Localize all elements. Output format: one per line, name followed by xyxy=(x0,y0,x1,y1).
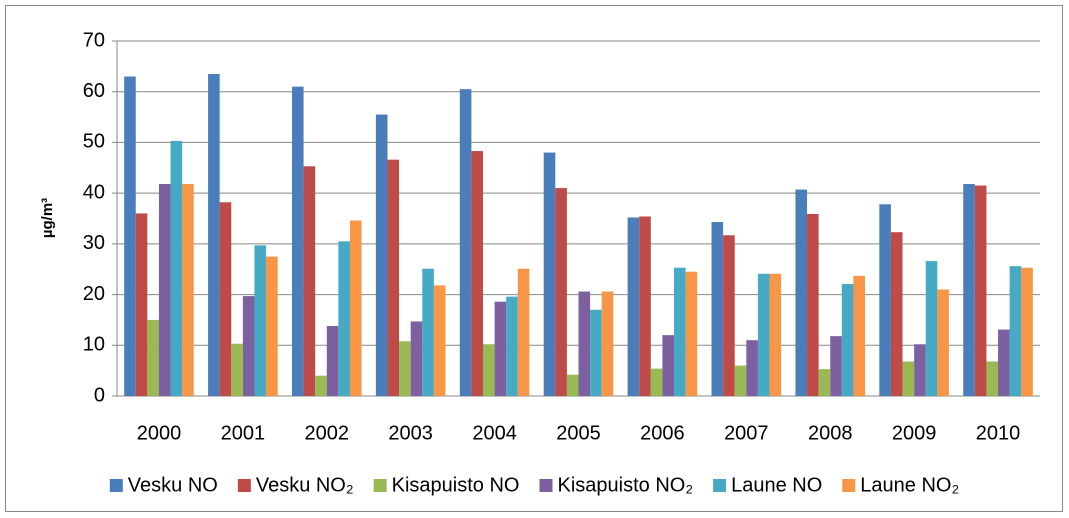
y-tick-label: 0 xyxy=(94,384,105,406)
x-tick-label: 2003 xyxy=(388,422,433,444)
bar xyxy=(182,184,194,396)
bar xyxy=(410,321,423,396)
y-tick-label: 40 xyxy=(83,181,105,203)
bar xyxy=(746,340,758,396)
bar xyxy=(506,296,518,396)
legend-label: Vesku NO₂ xyxy=(256,474,354,496)
bar xyxy=(685,271,698,396)
x-tick-label: 2005 xyxy=(556,422,601,444)
bar xyxy=(963,184,975,396)
bar xyxy=(662,335,675,396)
bar xyxy=(974,185,987,396)
bar xyxy=(1021,267,1033,396)
bar xyxy=(135,213,148,396)
bar xyxy=(807,213,819,396)
bar xyxy=(231,343,243,396)
bar xyxy=(590,309,602,396)
bar xyxy=(124,76,136,396)
x-tick-label: 2001 xyxy=(221,422,266,444)
x-tick-label: 2009 xyxy=(892,422,937,444)
bar xyxy=(555,188,567,396)
x-tick-label: 2006 xyxy=(640,422,685,444)
legend-swatch xyxy=(539,479,553,492)
y-tick-label: 20 xyxy=(83,283,105,305)
bar xyxy=(795,189,808,396)
bar xyxy=(387,159,400,396)
legend-swatch xyxy=(713,479,727,492)
bar xyxy=(422,268,434,396)
bar xyxy=(674,267,686,396)
bar xyxy=(517,268,530,396)
bar xyxy=(734,365,747,396)
legend-swatch xyxy=(842,479,856,492)
legend-label: Kisapuisto NO₂ xyxy=(557,474,693,496)
bar xyxy=(890,232,903,396)
bar xyxy=(841,283,854,396)
bar xyxy=(769,273,782,396)
bar xyxy=(723,235,735,396)
bar xyxy=(433,285,446,396)
bar xyxy=(902,361,915,396)
bar xyxy=(937,289,949,396)
y-tick-label: 60 xyxy=(83,80,105,102)
bar xyxy=(459,89,472,396)
bar xyxy=(242,296,255,396)
legend-label: Laune NO₂ xyxy=(860,474,959,496)
bar xyxy=(853,275,866,396)
bar xyxy=(494,301,507,396)
x-tick-label: 2002 xyxy=(305,422,350,444)
bar xyxy=(208,73,220,396)
bar xyxy=(650,368,663,396)
legend-label: Vesku NO xyxy=(128,474,218,496)
x-tick-label: 2008 xyxy=(808,422,853,444)
bar xyxy=(326,326,339,396)
bar xyxy=(998,329,1010,396)
bar xyxy=(639,216,651,396)
x-tick-label: 2007 xyxy=(724,422,769,444)
bar xyxy=(170,140,183,396)
bar xyxy=(375,114,388,397)
bar xyxy=(601,291,614,396)
bar xyxy=(818,369,831,396)
legend-swatch xyxy=(109,479,123,492)
bar xyxy=(711,222,724,396)
x-tick-label: 2000 xyxy=(137,422,182,444)
bar xyxy=(627,217,640,396)
bar xyxy=(543,152,556,396)
bar xyxy=(266,256,278,396)
x-tick-label: 2004 xyxy=(472,422,517,444)
bar xyxy=(471,151,483,396)
bar xyxy=(1009,266,1022,396)
bar xyxy=(338,241,350,396)
y-tick-label: 50 xyxy=(83,131,105,153)
y-axis-label: µg/m³ xyxy=(39,198,56,238)
bar xyxy=(399,341,411,396)
bar xyxy=(986,361,999,396)
bar xyxy=(914,344,926,396)
bar xyxy=(315,375,327,396)
legend-swatch xyxy=(373,479,387,492)
y-tick-label: 30 xyxy=(83,232,105,254)
bar xyxy=(254,245,267,396)
bar xyxy=(291,86,304,397)
bar xyxy=(925,261,938,396)
legend-label: Laune NO xyxy=(731,474,822,496)
bar xyxy=(566,374,579,396)
bar xyxy=(219,202,232,396)
bar xyxy=(482,344,495,396)
bar xyxy=(147,319,159,396)
legend-label: Kisapuisto NO xyxy=(392,474,520,496)
legend-swatch xyxy=(237,479,251,492)
bar xyxy=(349,220,362,396)
bar xyxy=(757,273,770,396)
bar xyxy=(158,184,171,396)
bar xyxy=(879,204,891,396)
bar xyxy=(303,166,316,396)
y-tick-label: 10 xyxy=(83,334,105,356)
y-tick-label: 70 xyxy=(83,29,105,51)
x-tick-label: 2010 xyxy=(976,422,1021,444)
bar xyxy=(578,291,591,396)
bar xyxy=(830,336,842,396)
